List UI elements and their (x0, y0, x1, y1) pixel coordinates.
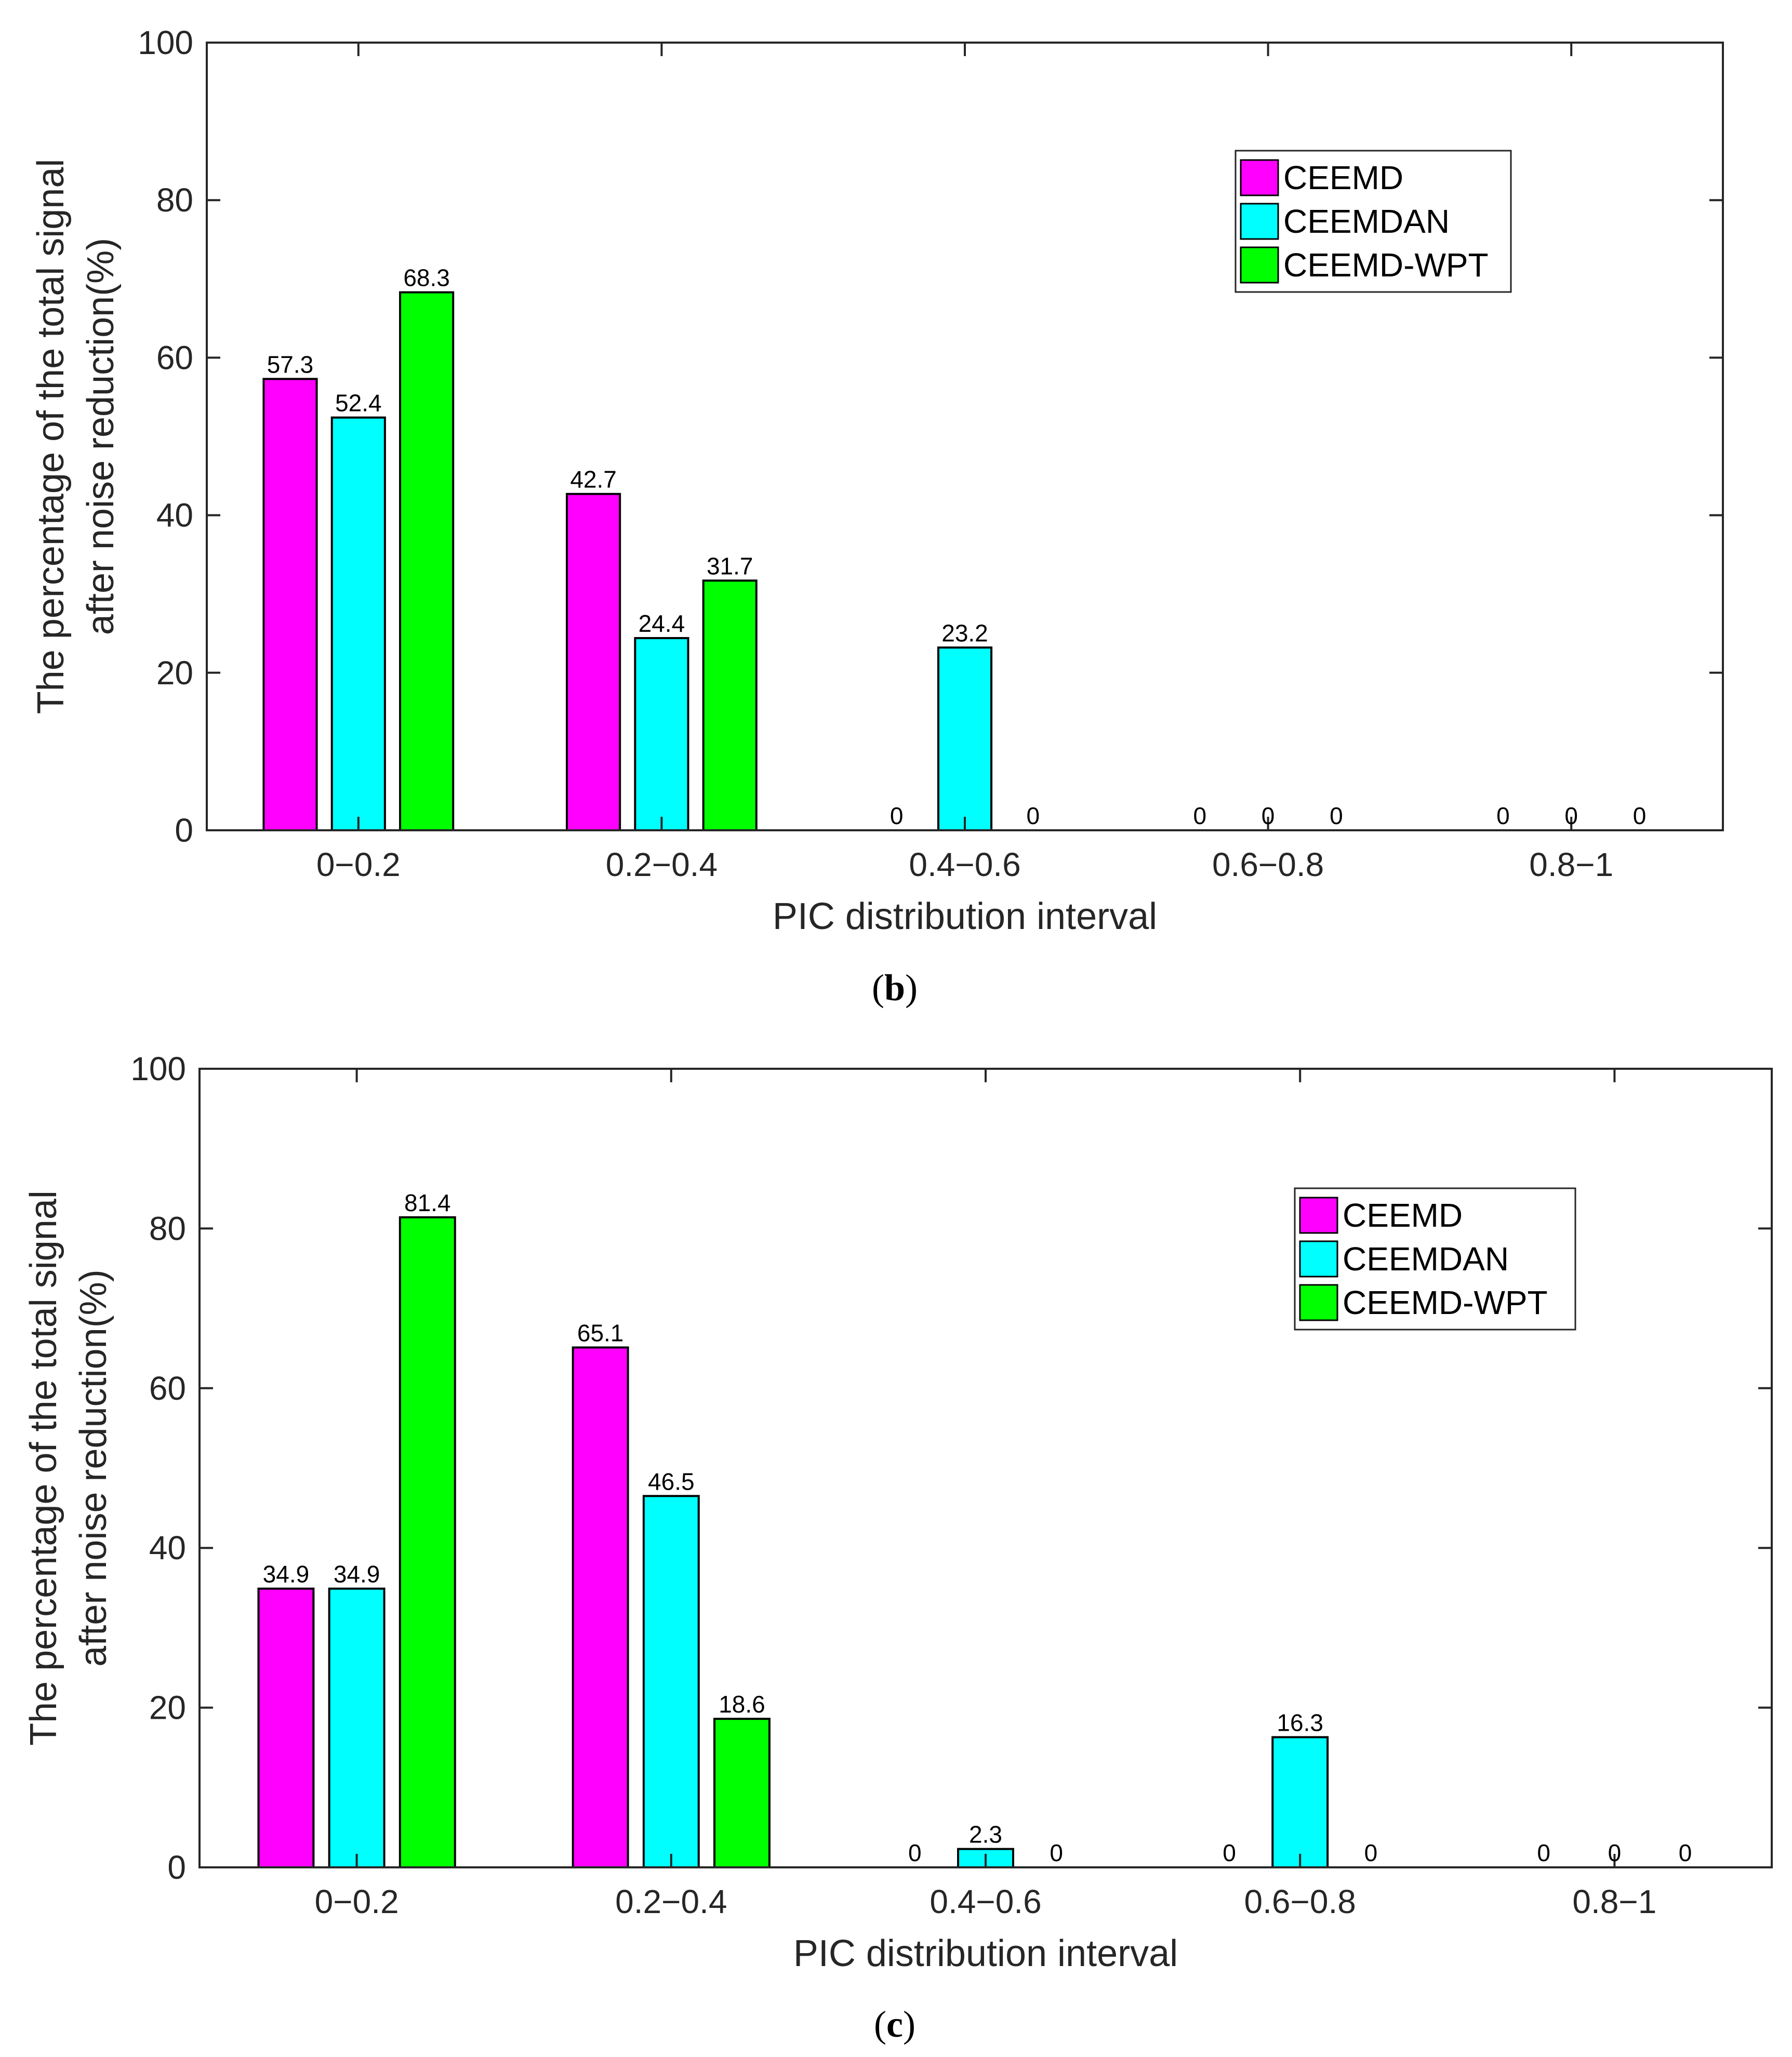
data-label-ceemdan-4: 0 (1608, 1839, 1622, 1866)
data-label-ceemdan-0: 34.9 (334, 1561, 380, 1588)
data-label-ceemd-3: 0 (1223, 1839, 1236, 1866)
y-tick-label: 20 (149, 1689, 186, 1727)
bar-ceemd-wpt-1 (713, 1718, 771, 1869)
data-label-ceemd-wpt-2: 0 (1027, 802, 1040, 829)
bar-ceemdan-1 (634, 637, 689, 831)
legend-label-ceemdan: CEEMDAN (1283, 203, 1450, 240)
data-label-ceemd-wpt-3: 0 (1364, 1839, 1378, 1866)
data-label-ceemd-2: 0 (890, 802, 904, 829)
data-label-ceemdan-2: 23.2 (941, 619, 988, 646)
y-tick-label: 0 (175, 812, 193, 849)
legend-swatch-ceemd-wpt (1299, 1284, 1338, 1321)
data-label-ceemdan-1: 46.5 (648, 1468, 695, 1495)
y-tick-label: 60 (149, 1370, 186, 1407)
x-tick-label: 0.6−0.8 (1212, 846, 1324, 883)
data-label-ceemdan-4: 0 (1564, 802, 1578, 829)
data-label-ceemd-2: 0 (908, 1839, 922, 1866)
data-label-ceemdan-0: 52.4 (335, 390, 382, 417)
y-axis-label-line-1: The percentage of the total signal (30, 159, 72, 714)
legend: CEEMD CEEMDAN CEEMD-WPT (1294, 1187, 1576, 1331)
bar-ceemd-wpt-0 (399, 291, 455, 831)
data-label-ceemdan-2: 2.3 (969, 1821, 1002, 1848)
y-tick-label: 60 (156, 339, 193, 376)
legend-swatch-ceemdan (1299, 1240, 1338, 1278)
data-label-ceemd-4: 0 (1537, 1839, 1550, 1866)
y-axis-label: The percentage of the total signal after… (23, 1190, 114, 1746)
bar-ceemd-0 (262, 378, 318, 831)
data-label-ceemd-3: 0 (1193, 802, 1206, 829)
legend-label-ceemdan: CEEMDAN (1343, 1240, 1509, 1278)
data-label-ceemd-wpt-2: 0 (1050, 1839, 1063, 1866)
data-label-ceemd-4: 0 (1496, 802, 1510, 829)
data-label-ceemdan-1: 24.4 (639, 610, 685, 637)
data-label-ceemd-wpt-0: 68.3 (403, 264, 450, 291)
legend-box (1235, 150, 1512, 293)
x-tick-label: 0.4−0.6 (930, 1883, 1041, 1920)
data-label-ceemd-wpt-1: 31.7 (707, 552, 753, 579)
legend-swatch-ceemd (1299, 1197, 1338, 1234)
data-label-ceemd-wpt-0: 81.4 (404, 1189, 451, 1216)
y-tick-label: 40 (156, 497, 193, 534)
y-tick-label: 20 (156, 654, 193, 692)
bar-ceemdan-0 (330, 416, 386, 831)
legend-label-ceemd-wpt: CEEMD-WPT (1343, 1284, 1548, 1321)
x-tick-label: 0.2−0.4 (615, 1883, 727, 1920)
legend-label-ceemd: CEEMD (1283, 159, 1403, 196)
chart-c: 0 20 40 60 80 100 0−0.2 0.2−0.4 0.4−0.6 0.6−0.8 0.… (23, 1050, 1773, 2045)
x-tick-label: 0.2−0.4 (606, 846, 718, 883)
data-label-ceemd-1: 65.1 (577, 1319, 624, 1346)
bar-ceemdan-3 (1271, 1736, 1329, 1868)
chart-b: 0 20 40 60 80 100 0−0.2 0.2−0.4 0.4−0.6 0.6−0.8 0.… (30, 24, 1724, 1008)
data-label-ceemdan-3: 0 (1262, 802, 1275, 829)
y-tick-label: 100 (138, 24, 193, 61)
bar-ceemd-wpt-0 (399, 1216, 456, 1869)
x-axis-label: PIC distribution interval (773, 896, 1157, 937)
bar-ceemd-wpt-1 (702, 579, 758, 831)
bar-ceemd-1 (572, 1346, 629, 1868)
y-axis-label-line-2: after noise reduction(%) (80, 238, 122, 635)
y-axis-label-line-1: The percentage of the total signal (23, 1190, 64, 1746)
data-label-ceemd-wpt-4: 0 (1679, 1839, 1692, 1866)
x-tick-label: 0.8−1 (1572, 1883, 1656, 1920)
data-label-ceemd-0: 34.9 (263, 1561, 310, 1588)
bar-ceemdan-1 (642, 1495, 700, 1868)
caption-letter: b (884, 967, 905, 1008)
y-tick-label: 0 (167, 1849, 186, 1886)
figure-caption: (c) (874, 2003, 915, 2045)
data-label-ceemd-wpt-4: 0 (1633, 802, 1647, 829)
data-label-ceemdan-3: 16.3 (1277, 1709, 1323, 1736)
data-label-ceemd-1: 42.7 (570, 466, 617, 493)
y-tick-label: 40 (149, 1529, 186, 1567)
x-tick-label: 0−0.2 (315, 1883, 399, 1920)
x-axis-label: PIC distribution interval (793, 1933, 1178, 1974)
legend-swatch-ceemdan (1240, 203, 1279, 240)
legend-label-ceemd: CEEMD (1343, 1197, 1463, 1234)
x-tick-label: 0.8−1 (1529, 846, 1613, 883)
bar-ceemdan-0 (328, 1587, 386, 1869)
y-tick-label: 80 (149, 1210, 186, 1247)
bar-ceemd-1 (566, 493, 621, 831)
data-label-ceemd-wpt-1: 18.6 (719, 1691, 765, 1718)
x-tick-label: 0−0.2 (316, 846, 401, 883)
bar-ceemdan-2 (937, 646, 993, 831)
legend-swatch-ceemd (1240, 159, 1279, 196)
data-label-ceemd-0: 57.3 (267, 351, 314, 378)
data-label-ceemd-wpt-3: 0 (1330, 802, 1343, 829)
bar-ceemd-0 (257, 1587, 315, 1869)
y-tick-label: 80 (156, 181, 193, 219)
x-tick-label: 0.6−0.8 (1244, 1883, 1356, 1920)
caption-letter: c (886, 2003, 903, 2045)
y-axis-label-line-2: after noise reduction(%) (73, 1269, 114, 1666)
y-tick-label: 100 (130, 1050, 186, 1087)
x-tick-label: 0.4−0.6 (909, 846, 1020, 883)
legend-swatch-ceemd-wpt (1240, 246, 1279, 284)
figure-caption: (b) (872, 967, 918, 1008)
legend: CEEMD CEEMDAN CEEMD-WPT (1235, 150, 1512, 293)
y-axis-label: The percentage of the total signal after… (30, 159, 122, 714)
legend-label-ceemd-wpt: CEEMD-WPT (1283, 246, 1489, 284)
legend-box (1294, 1187, 1576, 1331)
